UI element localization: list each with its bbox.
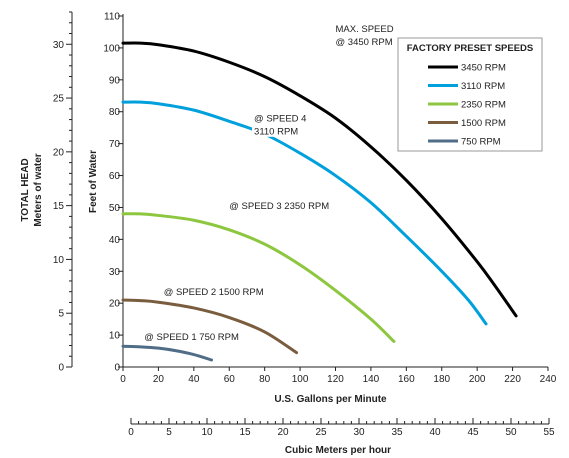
x-tick-label: 120	[327, 374, 344, 385]
annotation-bg	[333, 22, 392, 35]
y-tick-label: 100	[103, 43, 120, 54]
x-tick-label: 80	[259, 374, 271, 385]
x-axis-title: U.S. Gallons per Minute	[274, 394, 387, 405]
cubic-tick-label: 5	[166, 427, 172, 438]
cubic-tick-label: 0	[128, 427, 134, 438]
series-line-3450-rpm	[121, 41, 518, 318]
curve-annotation: @ SPEED 4	[254, 113, 306, 124]
y-tick-label: 70	[109, 139, 121, 150]
y-axis-title: Feet of Water	[88, 150, 99, 213]
meters-tick-label: 15	[53, 201, 65, 212]
y-tick-label: 0	[114, 363, 120, 374]
curve-annotation: @ SPEED 1 750 RPM	[144, 332, 239, 343]
meters-axis-title-line1: TOTAL HEAD	[20, 158, 31, 221]
x-tick-label: 220	[504, 374, 521, 385]
legend-label: 2350 RPM	[461, 100, 506, 111]
cubic-tick-label: 10	[201, 427, 213, 438]
legend-label: 3450 RPM	[461, 63, 506, 74]
x-tick-label: 140	[363, 374, 380, 385]
x-tick-label: 160	[398, 374, 415, 385]
meters-tick-label: 25	[53, 94, 65, 105]
series-line-3110-rpm	[121, 100, 488, 326]
meters-tick-label: 10	[53, 255, 65, 266]
x-tick-label: 200	[469, 374, 486, 385]
annotation-bg	[252, 111, 305, 124]
curve-annotation: @ SPEED 3 2350 RPM	[229, 201, 329, 212]
curve-annotation: @ 3450 RPM	[336, 37, 393, 48]
cubic-tick-label: 35	[391, 427, 403, 438]
legend-box	[397, 37, 543, 152]
legend-label: 750 RPM	[461, 137, 501, 148]
series-line-1500-rpm	[121, 298, 299, 355]
x-tick-label: 240	[540, 374, 557, 385]
x-tick-label: 60	[224, 374, 236, 385]
series-line-750-rpm	[121, 344, 214, 362]
y-tick-label: 20	[109, 299, 121, 310]
cubic-tick-label: 30	[353, 427, 365, 438]
annotation-bg	[227, 199, 329, 212]
annotation-bg	[142, 330, 239, 343]
curve-annotation: MAX. SPEED	[336, 24, 394, 35]
legend-label: 1500 RPM	[461, 118, 506, 129]
y-tick-label: 80	[109, 107, 121, 118]
cubic-tick-label: 15	[239, 427, 251, 438]
x-tick-label: 100	[292, 374, 309, 385]
annotation-bg	[252, 124, 300, 137]
y-tick-label: 90	[109, 75, 121, 86]
meters-tick-label: 0	[58, 363, 64, 374]
y-tick-label: 30	[109, 267, 121, 278]
y-tick-label: 50	[109, 203, 121, 214]
annotation-bg	[161, 285, 263, 298]
y-tick-label: 60	[109, 171, 121, 182]
meters-tick-label: 30	[53, 40, 65, 51]
x-tick-label: 180	[433, 374, 450, 385]
meters-axis-title-line2: Meters of water	[33, 153, 44, 226]
cubic-tick-label: 20	[277, 427, 289, 438]
y-tick-label: 110	[104, 12, 120, 23]
cubic-tick-label: 55	[543, 427, 555, 438]
cubic-tick-label: 40	[429, 427, 441, 438]
curve-annotation: @ SPEED 2 1500 RPM	[164, 287, 264, 298]
legend-title: FACTORY PRESET SPEEDS	[407, 43, 534, 54]
x-tick-label: 40	[188, 374, 200, 385]
cubic-tick-label: 50	[505, 427, 517, 438]
cubic-tick-label: 45	[467, 427, 479, 438]
cubic-axis-title: Cubic Meters per hour	[285, 445, 391, 456]
x-tick-label: 0	[120, 374, 126, 385]
x-tick-label: 20	[153, 374, 165, 385]
series-line-2350-rpm	[121, 212, 396, 343]
annotation-bg	[333, 35, 392, 48]
meters-tick-label: 5	[58, 309, 64, 320]
curve-annotation: 3110 RPM	[254, 126, 298, 137]
meters-tick-label: 20	[53, 147, 65, 158]
legend-label: 3110 RPM	[461, 81, 505, 92]
y-tick-label: 40	[109, 235, 121, 246]
cubic-tick-label: 25	[315, 427, 327, 438]
y-tick-label: 10	[109, 331, 121, 342]
